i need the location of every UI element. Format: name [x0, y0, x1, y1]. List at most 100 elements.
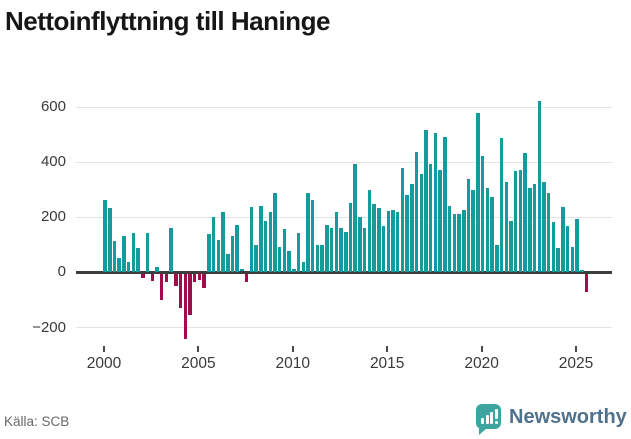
bar [268, 212, 272, 272]
bar [202, 274, 206, 288]
bar [112, 241, 117, 272]
bar [537, 101, 542, 272]
bar [145, 233, 150, 272]
bar [504, 182, 508, 272]
bar [230, 235, 235, 272]
bar [315, 245, 320, 272]
bar [136, 248, 140, 272]
bar [438, 169, 442, 272]
bar [424, 129, 428, 272]
bar [216, 239, 221, 272]
bar [410, 183, 414, 272]
bar [551, 222, 556, 272]
bar [108, 208, 112, 272]
bar [259, 205, 263, 272]
bar [287, 250, 291, 272]
bar [207, 234, 211, 272]
bar [523, 153, 527, 272]
speech-bubble-tail-icon [479, 428, 487, 435]
newsworthy-logo[interactable]: Newsworthy [476, 403, 628, 437]
bar [325, 224, 329, 272]
x-tick-2005 [197, 346, 200, 352]
bar [155, 267, 159, 272]
bar [301, 261, 306, 272]
bar [306, 193, 310, 272]
bar [188, 274, 192, 316]
bar [381, 226, 386, 272]
bar [169, 227, 173, 272]
bar [471, 190, 475, 272]
bar [103, 200, 107, 272]
bar [556, 248, 560, 272]
y-axis-label: −200 [32, 319, 66, 336]
bar [372, 204, 376, 272]
bar [528, 187, 532, 272]
bar [150, 274, 154, 281]
bar [532, 183, 537, 272]
x-tick-2025 [575, 346, 577, 352]
bar [296, 233, 301, 272]
gridline-200 [76, 217, 612, 218]
bar [499, 138, 504, 272]
logo-exclamation-dot-icon [494, 421, 498, 424]
bar [542, 182, 546, 272]
bar [273, 193, 277, 272]
bar [221, 212, 225, 272]
bar [174, 274, 178, 287]
bar [565, 226, 570, 272]
page-title: Nettoinflyttning till Haninge [5, 6, 330, 36]
bar [334, 212, 339, 272]
bar [561, 206, 565, 272]
bar [428, 164, 433, 272]
bar [164, 274, 169, 283]
x-axis-zero-line [76, 271, 612, 274]
bar [513, 171, 518, 272]
y-axis-label: 600 [40, 98, 66, 115]
bar [405, 194, 409, 272]
bar [310, 200, 315, 272]
y-axis-label: 200 [40, 208, 66, 225]
bar [183, 274, 188, 339]
bar [490, 197, 494, 272]
x-axis-label: 2005 [181, 355, 216, 372]
bar [117, 257, 121, 272]
bar [211, 216, 216, 272]
bar [580, 270, 584, 272]
bar [480, 156, 485, 272]
bar [391, 209, 395, 272]
bar [419, 173, 424, 272]
newsworthy-wordmark: Newsworthy [509, 406, 627, 428]
newsworthy-chart-bubble-icon [476, 404, 501, 429]
bar [476, 113, 480, 272]
bar [329, 227, 334, 272]
bar [126, 261, 131, 272]
x-axis-label: 2025 [558, 355, 594, 372]
bar [358, 216, 362, 272]
bar [395, 212, 400, 272]
logo-bar-icon [481, 418, 484, 424]
bar [485, 187, 490, 272]
bar [447, 205, 452, 272]
x-axis-label: 2020 [464, 355, 499, 372]
y-axis-label: 400 [40, 153, 66, 170]
bar [452, 213, 457, 272]
bar [141, 274, 145, 279]
bar [362, 227, 367, 272]
logo-exclamation-icon [494, 409, 498, 419]
x-tick-2020 [480, 346, 483, 352]
logo-bar-icon [485, 415, 489, 424]
bar [377, 208, 381, 272]
bar [159, 274, 164, 301]
bar [433, 132, 438, 272]
bar [575, 219, 579, 272]
gridline-neg200 [76, 327, 612, 328]
bar [263, 220, 268, 272]
bar [466, 179, 471, 272]
bar [386, 211, 390, 272]
bar [339, 227, 343, 272]
bar [546, 193, 551, 272]
bar [584, 274, 589, 292]
y-axis-label: 0 [57, 263, 66, 280]
bar [192, 274, 197, 283]
